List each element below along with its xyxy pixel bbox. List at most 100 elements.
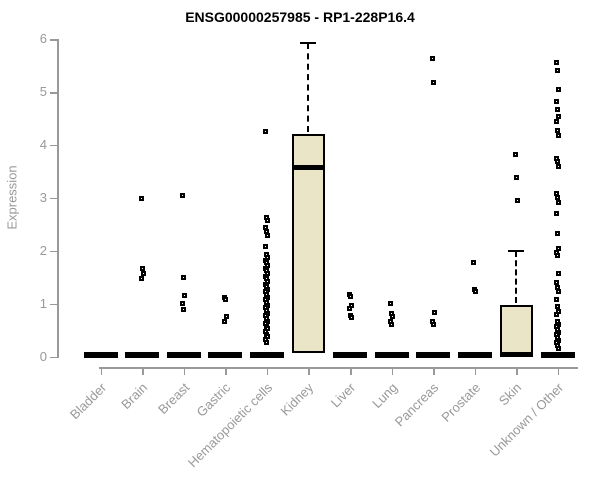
outlier-point (389, 322, 395, 328)
outlier-point (555, 127, 561, 133)
outlier-point (263, 129, 269, 135)
x-tick (183, 367, 186, 375)
outlier-point (180, 301, 186, 307)
x-tick-label-text: Breast (154, 379, 193, 418)
outlier-point (140, 271, 146, 277)
whisker (515, 250, 518, 304)
outlier-point (556, 199, 562, 205)
outlier-point (347, 294, 353, 300)
outlier-point (182, 292, 188, 298)
x-tick-label-text: Kidney (277, 379, 317, 419)
median-line (499, 352, 533, 358)
x-tick-label-text: Pancreas (391, 379, 442, 430)
outlier-point (181, 306, 187, 312)
outlier-point (555, 159, 561, 165)
chart-title: ENSG00000257985 - RP1-228P16.4 (185, 9, 415, 25)
x-tick (266, 367, 269, 375)
outlier-point (554, 312, 560, 318)
x-tick (433, 367, 435, 375)
y-tick-label: 2 (39, 242, 47, 258)
y-tick-label: 0 (39, 348, 47, 364)
y-tick-label: 3 (39, 189, 47, 205)
collapsed-box (457, 352, 492, 358)
collapsed-box (540, 352, 575, 358)
outlier-point (514, 197, 520, 203)
outlier-point (265, 218, 271, 224)
whisker-cap (508, 249, 525, 253)
outlier-point (556, 346, 562, 352)
outlier-point (554, 297, 560, 303)
whisker (307, 42, 310, 132)
y-tick-label: 1 (39, 295, 47, 311)
box (291, 133, 325, 354)
y-tick (50, 144, 59, 147)
outlier-point (264, 229, 270, 235)
outlier-point (555, 107, 561, 113)
outlier-point (180, 193, 186, 199)
outlier-point (138, 195, 144, 201)
outlier-point (430, 321, 436, 327)
x-tick (350, 367, 352, 375)
y-tick (50, 197, 59, 200)
outlier-point (555, 284, 561, 290)
outlier-point (471, 260, 477, 266)
x-axis-line (99, 367, 578, 369)
outlier-point (263, 244, 269, 250)
outlier-point (556, 245, 562, 251)
x-tick-label-text: Prostate (438, 379, 483, 425)
collapsed-box (333, 352, 367, 358)
y-tick (50, 39, 59, 41)
outlier-point (181, 275, 187, 281)
outlier-point (221, 318, 227, 324)
x-tick (142, 367, 144, 375)
x-tick-label-text: Brain (118, 379, 151, 412)
outlier-point (555, 231, 561, 237)
outlier-point (556, 289, 562, 295)
outlier-point (222, 296, 228, 302)
outlier-point (554, 59, 560, 65)
outlier-point (556, 132, 562, 138)
collapsed-box (374, 352, 409, 358)
y-tick-label: 4 (39, 136, 47, 152)
y-tick-label: 6 (39, 31, 47, 47)
outlier-point (513, 175, 519, 181)
outlier-point (554, 210, 560, 216)
collapsed-box (83, 352, 118, 358)
x-tick (100, 367, 103, 375)
collapsed-box (416, 352, 451, 358)
outlier-point (555, 68, 561, 74)
outlier-point (139, 265, 145, 271)
outlier-point (554, 119, 560, 125)
collapsed-box (125, 352, 160, 358)
y-tick-label: 5 (39, 84, 47, 99)
collapsed-box (249, 352, 284, 358)
x-tick-label-text: Unknown / Other (486, 379, 566, 460)
x-tick (474, 367, 477, 375)
x-tick-label-text: Liver (327, 379, 359, 411)
x-tick-label-text: Bladder (66, 379, 109, 423)
outlier-point (138, 276, 144, 282)
x-tick (516, 367, 518, 375)
x-tick (557, 367, 560, 375)
y-tick (50, 92, 59, 94)
outlier-point (429, 55, 435, 61)
outlier-point (223, 314, 229, 320)
x-tick-label-text: Skin (495, 379, 525, 409)
outlier-point (265, 233, 271, 239)
median-line (291, 165, 325, 171)
x-tick (391, 367, 394, 375)
outlier-point (554, 280, 560, 286)
x-tick-label-text: Gastric (193, 379, 234, 420)
x-tick (308, 367, 310, 375)
outlier-point (473, 289, 479, 295)
outlier-point (554, 99, 560, 105)
outlier-point (431, 310, 437, 316)
x-tick (225, 367, 227, 375)
outlier-point (555, 304, 561, 310)
outlier-point (388, 300, 394, 306)
y-tick (50, 303, 59, 306)
outlier-point (555, 253, 561, 259)
outlier-point (430, 79, 436, 85)
outlier-point (346, 306, 352, 312)
outlier-point (556, 163, 562, 169)
